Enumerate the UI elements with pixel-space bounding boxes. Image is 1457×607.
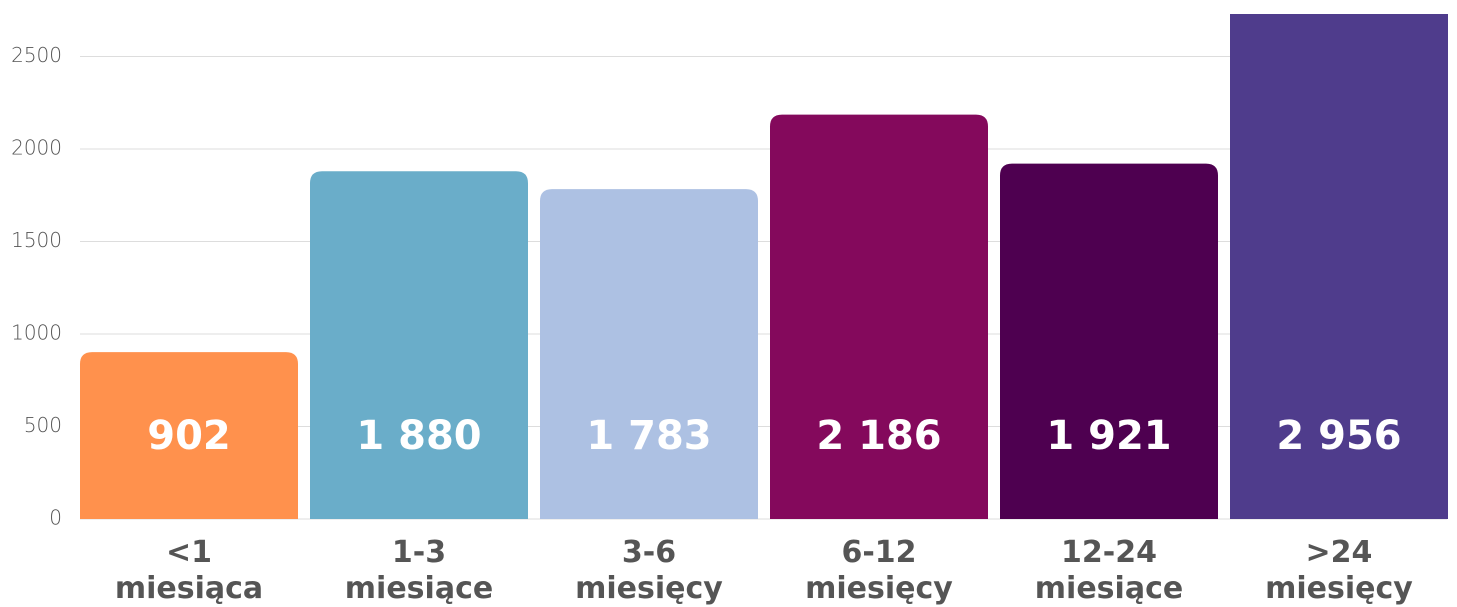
value-label: 1 880 <box>356 413 481 459</box>
bar <box>1230 14 1448 519</box>
value-label: 902 <box>147 413 231 459</box>
x-tick-label: 3-6 miesięcy <box>575 535 723 606</box>
x-tick-label: 1-3 miesiące <box>344 535 494 606</box>
y-tick-label: 2000 <box>11 136 62 160</box>
bar <box>80 352 298 519</box>
y-tick-label: 500 <box>24 413 62 437</box>
y-tick-label: 1500 <box>11 228 62 252</box>
y-tick-label: 0 <box>49 506 62 530</box>
bar <box>540 189 758 519</box>
y-tick-label: 2500 <box>11 43 62 67</box>
value-label: 2 956 <box>1276 413 1401 459</box>
x-tick-label: <1 miesiąca <box>114 535 264 606</box>
bar <box>1000 163 1218 519</box>
x-tick-label: >24 miesięcy <box>1265 535 1413 606</box>
value-label: 1 921 <box>1046 413 1171 459</box>
y-tick-label: 1000 <box>11 321 62 345</box>
plot-area <box>80 14 1448 519</box>
value-label: 1 783 <box>586 413 711 459</box>
x-tick-label: 12-24 miesiące <box>1034 535 1184 606</box>
x-tick-label: 6-12 miesięcy <box>805 535 953 606</box>
bar <box>310 171 528 519</box>
bar <box>770 114 988 519</box>
value-label: 2 186 <box>816 413 941 459</box>
